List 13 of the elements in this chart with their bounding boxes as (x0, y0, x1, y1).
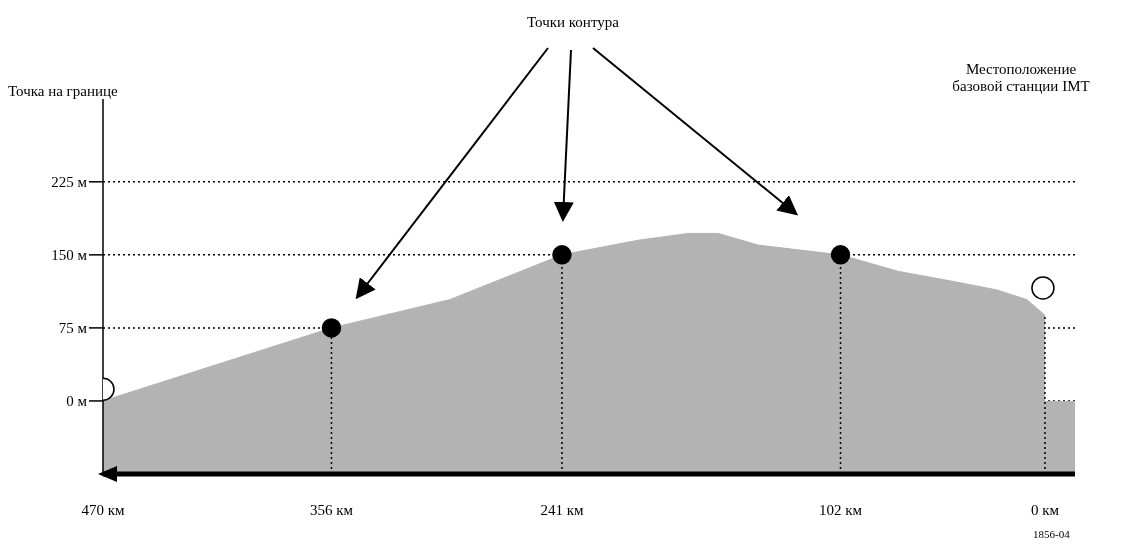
y-tick-label: 150 м (51, 247, 88, 264)
text: Точки контура (526, 14, 620, 31)
x-tick-label: 356 км (309, 501, 354, 518)
x-tick-label: 470 км (81, 501, 126, 518)
text: 1856-04 (1033, 528, 1070, 540)
x-tick-label: 241 км (540, 501, 584, 518)
text: Местоположение базовой станции IMT (951, 61, 1091, 95)
x-tick-label: 0 км (1030, 501, 1060, 518)
y-tick-label: 75 м (58, 320, 88, 337)
y-tick-label: 225 м (51, 174, 88, 191)
y-tick-label: 0 м (66, 393, 88, 410)
x-tick-label: 102 км (819, 501, 863, 518)
annotation: Точка на границе (8, 83, 118, 100)
